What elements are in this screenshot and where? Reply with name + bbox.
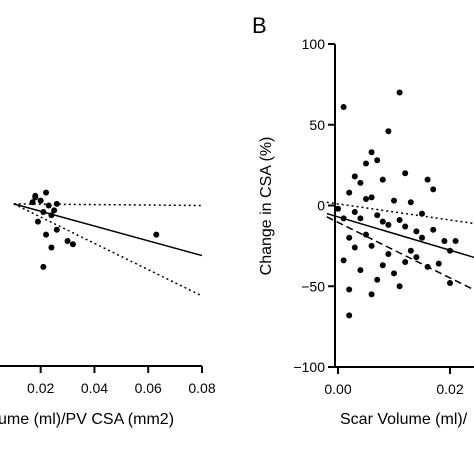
panel-b-x-label: Scar Volume (ml)/: [340, 411, 468, 428]
panel-b-point: [368, 242, 375, 249]
panel-b-label: B: [252, 13, 267, 38]
panel-a-point: [43, 189, 50, 196]
panel-a-point: [64, 238, 71, 245]
panel-b-point: [379, 176, 386, 183]
panel-a-fit-line-dotted-upper: [13, 203, 203, 207]
panel-b-point: [340, 257, 347, 264]
panel-b-point: [396, 89, 403, 96]
panel-b-point: [335, 205, 341, 212]
panel-b-point: [402, 170, 409, 177]
panel-b-point: [419, 234, 425, 241]
panel-b-point: [351, 244, 358, 251]
panel-a-point: [43, 231, 50, 238]
panel-b-point: [385, 221, 392, 228]
panel-b-point: [413, 228, 420, 235]
panel-b-point: [385, 128, 392, 135]
panel-b-y-label: Change in CSA (%): [258, 137, 275, 276]
panel-b-point: [407, 199, 414, 206]
panel-b-y-tick-label: −100: [293, 359, 325, 375]
panel-b-point: [346, 286, 353, 293]
panel-a-point: [48, 244, 55, 251]
panel-b-point: [346, 234, 353, 241]
panel-b-point: [447, 247, 453, 254]
panel-b-point: [346, 312, 353, 319]
panel-b-point: [391, 197, 397, 204]
panel-a-point: [53, 200, 60, 207]
panel-b-point: [424, 176, 431, 183]
panel-b-x-tick-label: 0.02: [436, 381, 463, 397]
panel-b-x-tick-label: 0.00: [324, 381, 351, 397]
panel-b-point: [441, 238, 448, 245]
panel-a-point: [32, 194, 39, 201]
panel-b-point: [351, 173, 358, 180]
panel-b-point: [368, 149, 375, 156]
panel-b-point: [374, 212, 381, 219]
panel-a-x-tick-label: 0.04: [81, 380, 108, 396]
panel-b-point: [363, 196, 369, 203]
panel-a-point: [69, 241, 76, 248]
panel-a-x-tick-label: 0.02: [27, 380, 54, 396]
panel-b-point: [396, 217, 403, 224]
panel-b-fit-line-solid: [326, 212, 474, 259]
panel-b-point: [340, 215, 347, 222]
panel-b-point: [430, 226, 437, 233]
panel-b-point: [363, 160, 369, 167]
panel-a-point: [40, 263, 47, 270]
panel-b-point: [385, 250, 392, 257]
panel-a: 0.02 0.04 0.06 0.08 ume (ml)/PV CSA (mm2): [0, 189, 216, 428]
panel-b-y-tick-label: 100: [302, 36, 326, 52]
panel-b-point: [357, 179, 364, 186]
panel-a-point: [45, 202, 52, 209]
panel-b-point: [368, 291, 375, 298]
panel-b-point: [430, 186, 437, 193]
panel-a-point: [53, 226, 60, 233]
panel-b-fit-line-dashed: [326, 216, 474, 291]
panel-b-point: [374, 276, 381, 283]
panel-b-point: [407, 247, 414, 254]
panel-a-point: [153, 231, 160, 238]
panel-b-point: [379, 262, 386, 269]
panel-b-point: [368, 194, 375, 201]
panel-b-point: [346, 189, 353, 196]
panel-b-point: [357, 267, 364, 274]
panel-b-point: [340, 103, 347, 110]
panel-a-point: [29, 199, 36, 206]
panel-a-x-label: ume (ml)/PV CSA (mm2): [0, 411, 174, 428]
panel-b-point: [396, 283, 403, 290]
panel-a-point: [48, 212, 55, 219]
panel-b-point: [391, 270, 397, 277]
panel-a-fit-line-dotted-lower: [13, 203, 203, 297]
panel-b: B Change in CSA (%) 100 50 0 −50 −100 0.00 0.…: [252, 13, 474, 428]
panel-b-point: [424, 263, 431, 270]
panel-a-x-tick-label: 0.08: [188, 380, 215, 396]
panel-b-point: [379, 218, 386, 225]
panel-b-point: [452, 238, 459, 245]
panel-b-point: [357, 215, 364, 222]
panel-b-point: [402, 259, 409, 266]
panel-a-x-tick-label: 0.06: [135, 380, 162, 396]
panel-b-y-tick-label: 50: [309, 117, 325, 133]
panel-a-point: [40, 208, 47, 215]
panel-b-point: [413, 254, 420, 261]
panel-b-y-tick-label: 0: [317, 198, 325, 214]
panel-b-fit-line-dotted: [326, 201, 474, 225]
panel-b-point: [374, 157, 381, 164]
panel-b-point: [435, 260, 442, 267]
panel-a-point: [34, 218, 41, 225]
panel-b-point: [363, 231, 369, 238]
panel-b-point: [447, 280, 453, 287]
panel-b-point: [419, 210, 425, 217]
panel-b-point: [351, 208, 358, 215]
panel-b-y-tick-label: −50: [301, 278, 325, 294]
panel-a-point: [37, 197, 44, 204]
panel-b-point: [402, 223, 409, 230]
panel-a-point: [51, 207, 58, 214]
